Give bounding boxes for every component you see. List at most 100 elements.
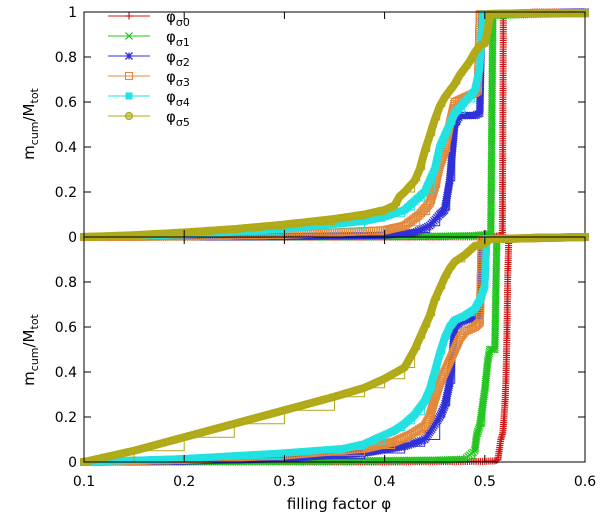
data-point-s2: [435, 413, 444, 421]
y-tick-label: 0.2: [55, 410, 77, 426]
panel-bottom: 0 0.2 0.4 0.6 0.8 0.1 0.2 0.3 0.4 0.5 0.6: [55, 232, 596, 490]
series-s0-bottom: [80, 233, 589, 466]
series-line-s0: [84, 11, 585, 238]
data-point-s2: [470, 111, 479, 120]
legend-entry-s0: φσ0: [108, 8, 190, 29]
series-s2-top: [80, 8, 589, 241]
series-s3-top: [79, 9, 590, 242]
data-point-s2: [474, 110, 483, 118]
series-line-s4: [84, 12, 585, 238]
y-tick-label: 0.6: [55, 320, 77, 336]
data-point-s2: [421, 223, 430, 232]
x-tick-label: 0.2: [173, 474, 195, 490]
y-tick-label: 0.6: [55, 95, 77, 111]
data-point-s2: [420, 224, 429, 233]
data-point-s2: [439, 405, 448, 414]
series-s4-bottom: [80, 233, 589, 466]
legend-entry-s4: φσ4: [108, 88, 190, 109]
data-point-s2: [410, 228, 419, 237]
data-point-s2: [438, 407, 447, 416]
legend-label-symbol: φ: [166, 28, 176, 46]
plot-frame-bottom: [83, 236, 586, 463]
legend-label-subscript: σ3: [176, 76, 190, 89]
series-s4-top: [80, 9, 589, 241]
data-point-s2: [406, 440, 415, 449]
y-tick-label: 0: [68, 230, 77, 246]
y-axis-label-top: mcum/Mtot: [20, 87, 41, 159]
legend-label: φσ1: [166, 28, 190, 49]
series-s5-top: [79, 9, 590, 242]
data-point-s2: [402, 441, 411, 450]
legend-label: φσ2: [166, 48, 190, 69]
legend-label-symbol: φ: [166, 108, 176, 126]
x-tick-label: 0.6: [574, 474, 596, 490]
y-tick-label: 0.8: [55, 275, 77, 291]
legend-entry-s5: φσ5: [108, 108, 190, 129]
legend-label-symbol: φ: [166, 8, 176, 26]
data-point-s2: [414, 226, 423, 235]
legend-marker: [125, 32, 133, 40]
panel-top: 0 0.2 0.4 0.6 0.8 1: [55, 5, 590, 246]
x-tick-label: 0.4: [373, 474, 395, 490]
legend-label-subscript: σ1: [176, 36, 190, 49]
legend-marker: [125, 92, 133, 100]
data-point-s1: [487, 345, 496, 354]
data-point-s2: [410, 438, 419, 447]
data-point-s2: [472, 110, 481, 119]
data-point-s2: [470, 314, 479, 322]
legend-marker: [124, 111, 134, 121]
legend-marker: [125, 52, 133, 60]
legend-label-subscript: σ5: [176, 116, 190, 129]
series-s3-bottom: [79, 232, 590, 467]
series-line-s3: [84, 12, 585, 238]
legend-entry-s2: φσ2: [108, 48, 190, 69]
x-tick-label: 0.5: [474, 474, 496, 490]
legend-label: φσ3: [166, 68, 190, 89]
y-tick-label: 0: [68, 455, 77, 471]
legend-label-symbol: φ: [166, 48, 176, 66]
series-s1-bottom: [80, 233, 589, 466]
x-axis-label: filling factor φ: [287, 495, 391, 513]
y-tick-label: 0.4: [55, 365, 77, 381]
x-tick-label: 0.1: [73, 474, 95, 490]
legend-label-symbol: φ: [166, 68, 176, 86]
legend-marker: [125, 12, 133, 20]
series-s0-top: [80, 8, 589, 241]
data-point-s2: [436, 411, 445, 420]
data-point-s2: [404, 440, 413, 449]
legend-label: φσ5: [166, 108, 190, 129]
data-point-s2: [439, 403, 448, 412]
legend-entry-s1: φσ1: [108, 28, 190, 49]
plot-frame-top: [83, 11, 586, 238]
legend-label-symbol: φ: [166, 88, 176, 106]
legend-label-subscript: σ2: [176, 56, 190, 69]
data-point-s2: [408, 439, 417, 448]
series-s5-bottom: [79, 232, 590, 467]
data-point-s2: [416, 226, 425, 234]
data-point-s2: [437, 409, 446, 418]
x-tick-label: 0.3: [273, 474, 295, 490]
legend-label-subscript: σ4: [176, 96, 190, 109]
y-tick-label: 0.8: [55, 50, 77, 66]
legend-label: φσ0: [166, 8, 190, 29]
data-point-s2: [414, 437, 423, 446]
y-axis-label-bottom: mcum/Mtot: [20, 313, 41, 385]
legend-marker: [124, 71, 134, 81]
data-point-s2: [412, 438, 421, 447]
series-line-s5: [84, 12, 585, 238]
y-tick-label: 0.4: [55, 140, 77, 156]
series-line-s2: [84, 12, 586, 238]
series-s2-bottom: [80, 233, 589, 466]
data-point-s2: [400, 442, 409, 451]
data-point-s2: [416, 436, 425, 445]
data-point-s2: [418, 225, 427, 234]
y-tick-label: 1: [68, 5, 77, 21]
legend-label-subscript: σ0: [176, 16, 190, 29]
data-point-s2: [412, 227, 421, 236]
legend-entry-s3: φσ3: [108, 68, 190, 89]
series-s1-top: [80, 9, 589, 241]
legend-label: φσ4: [166, 88, 190, 109]
y-tick-label: 0.2: [55, 185, 77, 201]
